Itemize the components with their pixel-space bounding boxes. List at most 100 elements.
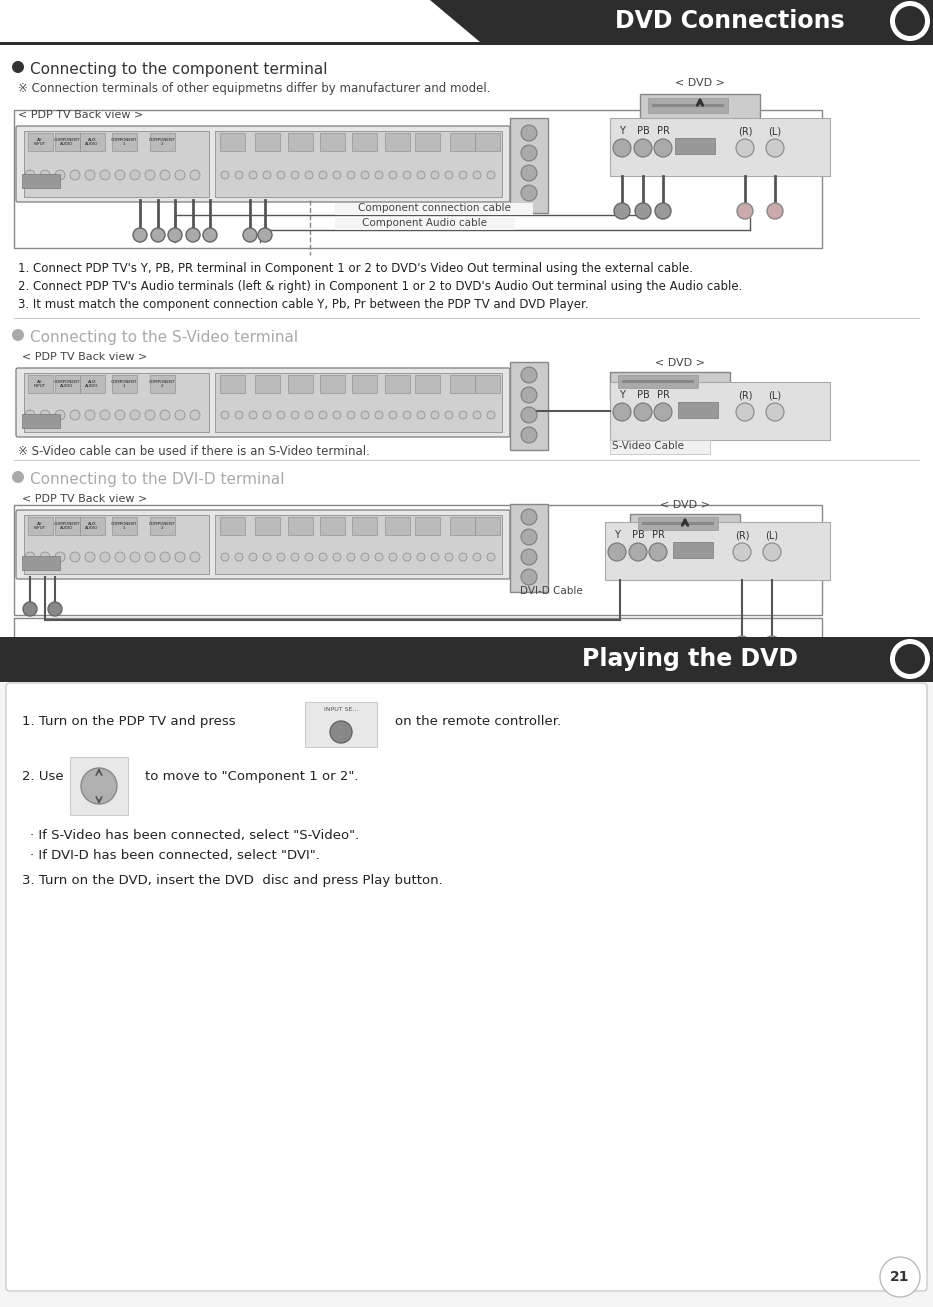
Circle shape	[880, 1257, 920, 1297]
Bar	[510, 505, 548, 592]
Text: 3. It must match the component connection cable Y, Pb, Pr between the PDP TV and: 3. It must match the component connectio…	[18, 298, 589, 311]
Bar	[14, 618, 822, 656]
Bar	[352, 375, 377, 393]
Circle shape	[634, 139, 652, 157]
Circle shape	[487, 410, 495, 420]
Circle shape	[305, 171, 313, 179]
Circle shape	[487, 171, 495, 179]
Circle shape	[375, 410, 383, 420]
Circle shape	[459, 553, 467, 561]
Circle shape	[186, 227, 200, 242]
Bar	[28, 518, 53, 535]
Bar	[0, 44, 933, 474]
Circle shape	[521, 387, 537, 403]
Circle shape	[145, 410, 155, 420]
Polygon shape	[430, 0, 933, 42]
FancyBboxPatch shape	[16, 369, 510, 437]
Circle shape	[168, 227, 182, 242]
Text: (R): (R)	[738, 389, 752, 400]
Bar	[70, 757, 128, 816]
Bar	[648, 98, 728, 112]
Bar	[24, 131, 209, 197]
Circle shape	[160, 552, 170, 562]
Text: AV
INPUT: AV INPUT	[34, 137, 46, 146]
Bar	[335, 203, 533, 214]
Circle shape	[649, 542, 667, 561]
Circle shape	[85, 410, 95, 420]
Bar	[255, 375, 280, 393]
Circle shape	[130, 410, 140, 420]
Circle shape	[347, 171, 355, 179]
Circle shape	[130, 552, 140, 562]
Circle shape	[115, 410, 125, 420]
Bar	[22, 174, 60, 188]
Circle shape	[445, 171, 453, 179]
Circle shape	[403, 553, 411, 561]
Circle shape	[263, 553, 271, 561]
Text: COMPONENT
AUDIO: COMPONENT AUDIO	[54, 380, 80, 388]
Bar	[475, 133, 500, 152]
Bar	[675, 139, 715, 154]
Circle shape	[235, 410, 243, 420]
Circle shape	[431, 553, 439, 561]
Circle shape	[12, 329, 24, 341]
Bar	[610, 382, 830, 440]
Circle shape	[766, 403, 784, 421]
Text: < DVD >: < DVD >	[655, 358, 705, 369]
Bar	[385, 133, 410, 152]
Circle shape	[445, 553, 453, 561]
Text: < PDP TV Back view >: < PDP TV Back view >	[22, 352, 147, 362]
Circle shape	[249, 410, 257, 420]
Circle shape	[431, 410, 439, 420]
Circle shape	[115, 170, 125, 180]
Circle shape	[305, 553, 313, 561]
Circle shape	[895, 644, 925, 674]
Bar	[335, 218, 515, 230]
Text: (R): (R)	[735, 531, 749, 540]
Bar	[255, 518, 280, 535]
Bar	[80, 518, 105, 535]
Text: (L): (L)	[769, 125, 782, 136]
Text: 2. Use: 2. Use	[22, 770, 63, 783]
Bar	[415, 518, 440, 535]
Bar	[55, 375, 80, 393]
Circle shape	[890, 639, 930, 680]
Text: COMPONENT
2: COMPONENT 2	[148, 521, 175, 531]
FancyBboxPatch shape	[16, 510, 510, 579]
Circle shape	[473, 171, 481, 179]
Circle shape	[160, 410, 170, 420]
Bar	[415, 133, 440, 152]
Circle shape	[151, 227, 165, 242]
Circle shape	[629, 542, 647, 561]
Bar	[475, 518, 500, 535]
Bar	[642, 521, 714, 525]
Circle shape	[613, 403, 631, 421]
Circle shape	[305, 410, 313, 420]
Circle shape	[277, 410, 285, 420]
Text: < DVD >: < DVD >	[675, 78, 725, 88]
Circle shape	[403, 171, 411, 179]
Text: COMPONENT
AUDIO: COMPONENT AUDIO	[54, 137, 80, 146]
Circle shape	[221, 410, 229, 420]
Bar	[288, 375, 313, 393]
Text: PR: PR	[651, 531, 664, 540]
Text: 21: 21	[890, 1270, 910, 1283]
Circle shape	[736, 403, 754, 421]
Bar	[150, 518, 175, 535]
Bar	[415, 375, 440, 393]
Circle shape	[40, 170, 50, 180]
Circle shape	[521, 367, 537, 383]
Bar	[673, 542, 713, 558]
Circle shape	[249, 171, 257, 179]
Circle shape	[333, 171, 341, 179]
Circle shape	[361, 553, 369, 561]
Circle shape	[100, 170, 110, 180]
Circle shape	[389, 171, 397, 179]
Bar	[610, 372, 730, 400]
Circle shape	[175, 552, 185, 562]
Bar	[0, 681, 933, 1307]
Circle shape	[25, 170, 35, 180]
Circle shape	[55, 410, 65, 420]
Circle shape	[23, 603, 37, 616]
Circle shape	[417, 171, 425, 179]
